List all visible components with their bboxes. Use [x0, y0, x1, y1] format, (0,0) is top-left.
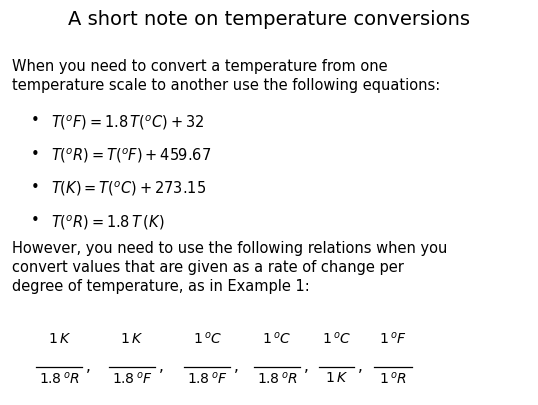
Text: $1\,{^o}C$: $1\,{^o}C$: [263, 330, 292, 346]
Text: $1\,{^o}C$: $1\,{^o}C$: [322, 330, 351, 346]
Text: $1\,{^o}R$: $1\,{^o}R$: [379, 371, 407, 387]
Text: However, you need to use the following relations when you
convert values that ar: However, you need to use the following r…: [12, 241, 447, 294]
Text: $\mathit{T}(^o\mathit{F}) = 1.8\,\mathit{T}(^o\mathit{C}) + 32$: $\mathit{T}(^o\mathit{F}) = 1.8\,\mathit…: [51, 113, 204, 132]
Text: $1\,K$: $1\,K$: [325, 371, 348, 385]
Text: •: •: [31, 113, 39, 128]
Text: $\mathit{T}(\mathit{K}) = \mathit{T}(^o\mathit{C}) + 273.15$: $\mathit{T}(\mathit{K}) = \mathit{T}(^o\…: [51, 180, 206, 198]
Text: When you need to convert a temperature from one
temperature scale to another use: When you need to convert a temperature f…: [12, 59, 440, 93]
Text: •: •: [31, 147, 39, 162]
Text: $1.8\,{^o}F$: $1.8\,{^o}F$: [187, 371, 228, 387]
Text: ,: ,: [159, 359, 164, 374]
Text: $1\,K$: $1\,K$: [48, 332, 70, 346]
Text: ,: ,: [235, 359, 239, 374]
Text: $\mathit{T}(^o\mathit{R}) = \mathit{T}(^o\mathit{F}) + 459.67$: $\mathit{T}(^o\mathit{R}) = \mathit{T}(^…: [51, 147, 211, 165]
Text: $1.8\,{^o}R$: $1.8\,{^o}R$: [257, 371, 298, 387]
Text: ,: ,: [358, 359, 363, 374]
Text: •: •: [31, 180, 39, 195]
Text: $1.8\,{^o}F$: $1.8\,{^o}F$: [111, 371, 152, 387]
Text: ,: ,: [304, 359, 309, 374]
Text: $\mathit{T}(^o\mathit{R}) = 1.8\,\mathit{T}\,(\mathit{K})$: $\mathit{T}(^o\mathit{R}) = 1.8\,\mathit…: [51, 213, 165, 232]
Text: A short note on temperature conversions: A short note on temperature conversions: [68, 10, 470, 29]
Text: ,: ,: [86, 359, 91, 374]
Text: •: •: [31, 213, 39, 228]
Text: $1.8\,{^o}R$: $1.8\,{^o}R$: [39, 371, 80, 387]
Text: $1\,{^o}C$: $1\,{^o}C$: [193, 330, 222, 346]
Text: $1\,K$: $1\,K$: [121, 332, 143, 346]
Text: $1\,{^o}F$: $1\,{^o}F$: [379, 330, 407, 346]
